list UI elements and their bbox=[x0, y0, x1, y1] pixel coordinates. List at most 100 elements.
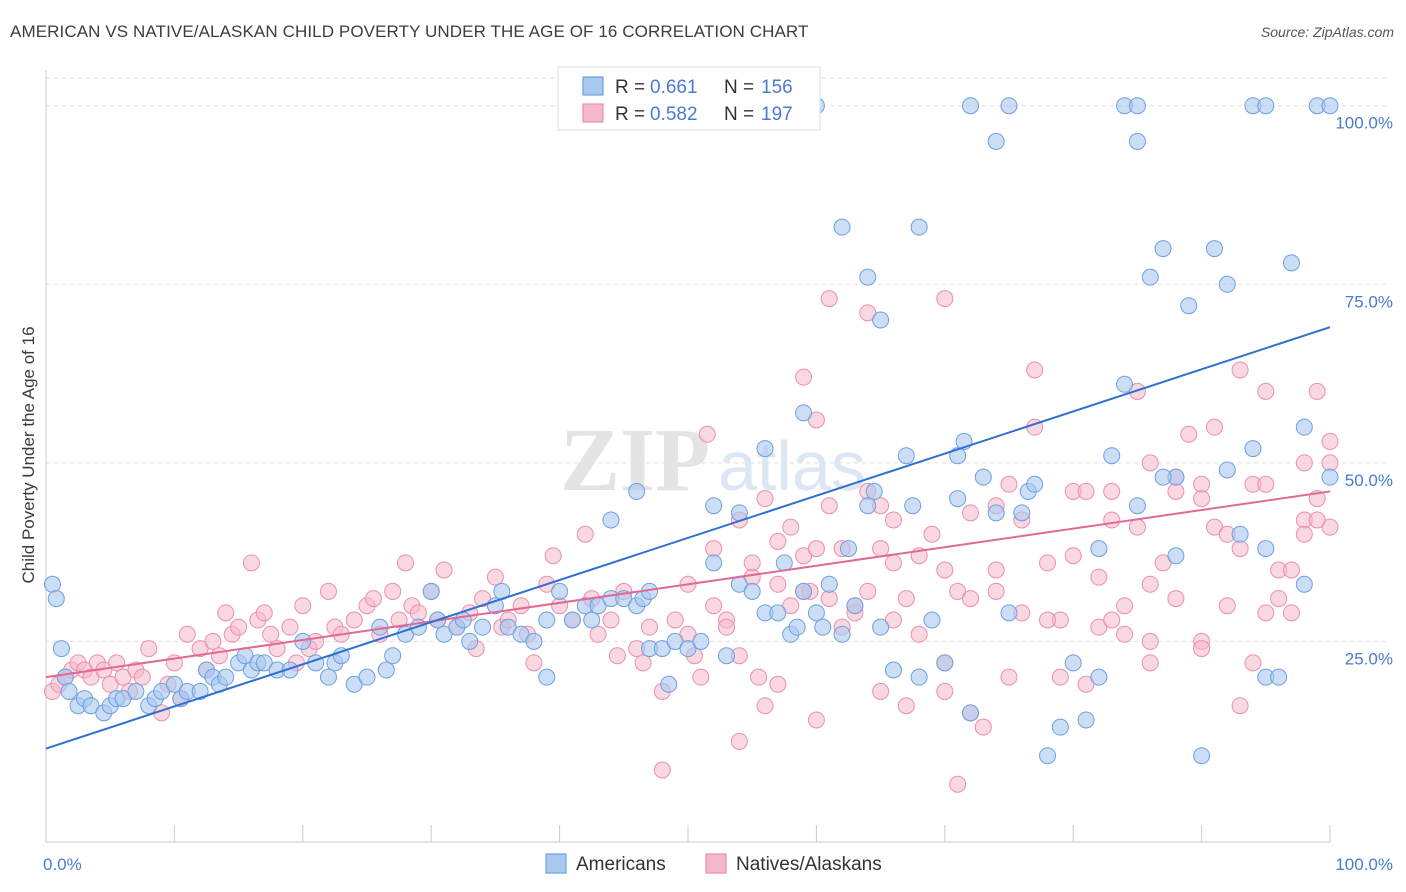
americans-point bbox=[1128, 132, 1146, 150]
americans-point bbox=[60, 682, 78, 700]
natives-point bbox=[769, 575, 787, 593]
legend-r-value-1: 0.661 bbox=[650, 77, 698, 98]
americans-point bbox=[904, 497, 922, 515]
natives-point bbox=[397, 554, 415, 572]
americans-point bbox=[153, 682, 171, 700]
natives-point bbox=[1295, 454, 1313, 472]
americans-point bbox=[377, 661, 395, 679]
bottom-legend-swatch-natives bbox=[705, 853, 727, 874]
americans-point bbox=[859, 268, 877, 286]
natives-point bbox=[884, 554, 902, 572]
natives-point bbox=[319, 582, 337, 600]
natives-point bbox=[281, 618, 299, 636]
legend-n-label-1: N = bbox=[724, 77, 754, 98]
natives-point bbox=[897, 697, 915, 715]
natives-point bbox=[178, 625, 196, 643]
natives-point bbox=[345, 611, 363, 629]
bottom-legend-swatch-americans bbox=[545, 853, 567, 874]
natives-point bbox=[936, 561, 954, 579]
natives-point bbox=[1218, 597, 1236, 615]
natives-point bbox=[795, 368, 813, 386]
americans-point bbox=[1193, 747, 1211, 765]
americans-point bbox=[872, 618, 890, 636]
americans-point bbox=[660, 675, 678, 693]
americans-point bbox=[795, 582, 813, 600]
americans-point bbox=[795, 404, 813, 422]
americans-point bbox=[1000, 97, 1018, 115]
natives-point bbox=[1116, 625, 1134, 643]
americans-point bbox=[1154, 468, 1172, 486]
natives-point bbox=[1193, 640, 1211, 658]
natives-point bbox=[897, 590, 915, 608]
natives-point bbox=[859, 582, 877, 600]
americans-point bbox=[1257, 540, 1275, 558]
natives-point bbox=[859, 304, 877, 322]
americans-point bbox=[666, 632, 684, 650]
americans-point bbox=[756, 440, 774, 458]
americans-point bbox=[718, 647, 736, 665]
americans-point bbox=[1295, 418, 1313, 436]
natives-point bbox=[1154, 554, 1172, 572]
americans-point bbox=[52, 640, 70, 658]
americans-point bbox=[1282, 254, 1300, 272]
americans-point bbox=[114, 690, 132, 708]
americans-point bbox=[923, 611, 941, 629]
americans-point bbox=[884, 661, 902, 679]
americans-point bbox=[1244, 440, 1262, 458]
natives-point bbox=[384, 582, 402, 600]
americans-point bbox=[525, 632, 543, 650]
natives-point bbox=[756, 490, 774, 508]
natives-point bbox=[255, 604, 273, 622]
legend-r-value-2: 0.582 bbox=[650, 104, 698, 125]
natives-point bbox=[820, 590, 838, 608]
natives-point bbox=[364, 590, 382, 608]
americans-point bbox=[833, 218, 851, 236]
natives-point bbox=[602, 611, 620, 629]
natives-point bbox=[589, 625, 607, 643]
natives-point bbox=[1180, 425, 1198, 443]
americans-point bbox=[820, 575, 838, 593]
y-axis-label: Child Poverty Under the Age of 16 bbox=[19, 326, 38, 583]
americans-point bbox=[628, 482, 646, 500]
natives-point bbox=[961, 590, 979, 608]
americans-point bbox=[1218, 275, 1236, 293]
natives-point bbox=[1321, 432, 1339, 450]
natives-point bbox=[807, 540, 825, 558]
natives-point bbox=[608, 647, 626, 665]
natives-point bbox=[769, 532, 787, 550]
natives-point bbox=[133, 668, 151, 686]
source-label: Source: ZipAtlas.com bbox=[1260, 24, 1394, 40]
natives-point bbox=[705, 597, 723, 615]
legend-n-value-2: 197 bbox=[761, 104, 793, 125]
americans-point bbox=[165, 675, 183, 693]
americans-point bbox=[788, 618, 806, 636]
natives-point bbox=[1282, 561, 1300, 579]
natives-point bbox=[872, 540, 890, 558]
natives-point bbox=[653, 761, 671, 779]
natives-point bbox=[705, 540, 723, 558]
y-tick-label: 100.0% bbox=[1335, 114, 1393, 133]
americans-point bbox=[936, 654, 954, 672]
americans-point bbox=[191, 682, 209, 700]
natives-point bbox=[1167, 482, 1185, 500]
americans-point bbox=[47, 590, 65, 608]
americans-point bbox=[692, 632, 710, 650]
y-tick-label: 25.0% bbox=[1345, 649, 1393, 668]
americans-point bbox=[910, 218, 928, 236]
x-tick-label: 0.0% bbox=[43, 855, 82, 874]
natives-point bbox=[1231, 540, 1249, 558]
americans-point bbox=[814, 618, 832, 636]
natives-point bbox=[1039, 611, 1057, 629]
americans-point bbox=[1090, 668, 1108, 686]
americans-trend-line bbox=[45, 326, 1331, 750]
natives-point bbox=[1141, 575, 1159, 593]
americans-point bbox=[705, 497, 723, 515]
natives-point bbox=[1257, 382, 1275, 400]
natives-point bbox=[1244, 654, 1262, 672]
bottom-legend-natives: Natives/Alaskans bbox=[736, 854, 882, 875]
natives-point bbox=[949, 775, 967, 793]
legend-box: R = 0.661 N = 156 R = 0.582 N = 197 bbox=[557, 66, 821, 131]
natives-point bbox=[698, 425, 716, 443]
americans-point bbox=[974, 468, 992, 486]
americans-point bbox=[1231, 525, 1249, 543]
